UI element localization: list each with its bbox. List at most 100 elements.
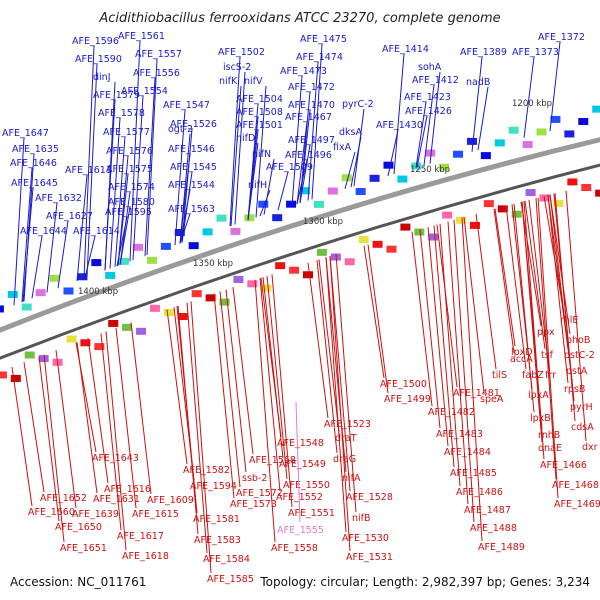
forward-label-leader xyxy=(263,158,275,215)
forward-gene-mark xyxy=(578,118,589,126)
forward-gene-mark xyxy=(160,242,171,250)
forward-gene-label: AFE_1575 xyxy=(106,164,153,175)
forward-label-leader xyxy=(423,84,435,166)
forward-gene-mark xyxy=(63,287,74,295)
reverse-label-leader xyxy=(535,198,557,480)
forward-label-leader xyxy=(299,144,311,204)
reverse-label-leader xyxy=(186,302,208,554)
forward-gene-label: AFE_1544 xyxy=(168,180,215,191)
reverse-gene-label: AFE_1482 xyxy=(428,407,475,418)
forward-label-leader xyxy=(296,121,308,205)
forward-label-leader xyxy=(429,71,441,164)
reverse-label-leader xyxy=(115,327,137,509)
forward-gene-label: nifN xyxy=(252,149,271,160)
forward-gene-mark xyxy=(230,227,241,235)
reverse-gene-mark xyxy=(136,327,147,335)
reverse-gene-label: AFE_1572 xyxy=(236,488,283,499)
reverse-gene-mark xyxy=(10,374,21,382)
forward-gene-label: AFE_1590 xyxy=(75,54,122,65)
forward-label-leader xyxy=(129,40,141,262)
reverse-label-leader xyxy=(316,259,338,454)
reverse-gene-label: speA xyxy=(480,394,504,405)
forward-label-leader xyxy=(132,95,144,261)
reverse-gene-label: AFE_1643 xyxy=(92,453,139,464)
reverse-label-leader xyxy=(475,213,497,370)
reverse-gene-label: rpsB xyxy=(564,384,585,395)
forward-gene-label: AFE_1561 xyxy=(118,31,165,42)
reverse-label-leader xyxy=(439,223,461,487)
reverse-gene-label: AFE_1483 xyxy=(436,429,483,440)
forward-gene-mark xyxy=(494,139,505,147)
forward-gene-label: AFE_1501 xyxy=(236,120,283,131)
reverse-gene-mark xyxy=(163,308,174,316)
forward-label-leader xyxy=(291,75,303,206)
reverse-gene-label: AFE_1631 xyxy=(93,494,140,505)
forward-gene-label: nifH xyxy=(248,180,267,191)
reverse-label-leader xyxy=(547,194,569,384)
reverse-label-leader xyxy=(259,278,281,492)
forward-gene-mark xyxy=(188,242,199,250)
forward-gene-label: AFE_1504 xyxy=(236,94,283,105)
reverse-label-leader xyxy=(11,366,33,507)
reverse-gene-label: AFE_1583 xyxy=(194,535,241,546)
forward-label-leader xyxy=(46,202,58,293)
forward-label-leader xyxy=(179,189,191,244)
forward-gene-label: ogt-2 xyxy=(168,124,193,135)
reverse-gene-label: AFE_1523 xyxy=(324,419,371,430)
reverse-gene-label: dnaE xyxy=(538,443,562,454)
forward-label-leader xyxy=(234,71,246,225)
forward-gene-label: AFE_1472 xyxy=(288,82,335,93)
forward-gene-label: nifD xyxy=(236,133,255,144)
forward-gene-label: AFE_1556 xyxy=(133,68,180,79)
forward-gene-label: AFE_1509 xyxy=(266,162,313,173)
forward-gene-mark xyxy=(522,141,533,149)
forward-gene-label: nifV xyxy=(244,76,263,87)
forward-gene-mark xyxy=(258,200,269,208)
accession-text: Accession: NC_011761 xyxy=(10,575,146,589)
forward-label-leader xyxy=(84,235,96,279)
forward-gene-label: AFE_1547 xyxy=(163,100,210,111)
forward-gene-label: AFE_1563 xyxy=(168,204,215,215)
forward-label-leader xyxy=(344,151,356,190)
reverse-gene-mark xyxy=(414,228,425,236)
genome-backbone-inner xyxy=(0,163,600,360)
reverse-gene-mark xyxy=(205,294,216,302)
reverse-gene-label: AFE_1485 xyxy=(450,468,497,479)
forward-label-leader xyxy=(311,43,323,200)
reverse-label-leader xyxy=(523,201,545,460)
feature-tracks xyxy=(0,105,600,382)
reverse-label-leader xyxy=(335,254,357,513)
reverse-gene-mark xyxy=(66,335,77,343)
reverse-gene-label: AFE_1469 xyxy=(554,499,600,510)
forward-label-leader xyxy=(277,171,289,211)
reverse-gene-label: dxr xyxy=(582,442,598,453)
forward-label-leader xyxy=(350,136,362,188)
reverse-gene-mark xyxy=(372,240,383,248)
reverse-gene-mark xyxy=(428,233,439,241)
forward-label-leader xyxy=(146,58,158,256)
map-title: Acidithiobacillus ferrooxidans ATCC 2327… xyxy=(98,11,500,26)
reverse-gene-label: AFE_1582 xyxy=(183,465,230,476)
reverse-label-leader xyxy=(419,229,441,429)
reverse-gene-label: AFE_1549 xyxy=(279,459,326,470)
reverse-gene-label: AFE_1651 xyxy=(60,543,107,554)
forward-label-leader xyxy=(86,63,98,278)
reverse-gene-label: AFE_1568 xyxy=(249,455,296,466)
reverse-label-leader xyxy=(177,305,199,535)
forward-gene-mark xyxy=(439,163,450,171)
reverse-label-leader xyxy=(565,190,587,442)
forward-gene-label: AFE_1576 xyxy=(106,146,153,157)
forward-gene-label: AFE_1647 xyxy=(2,128,49,139)
reverse-gene-mark xyxy=(191,290,202,298)
forward-gene-label: AFE_1546 xyxy=(168,144,215,155)
forward-gene-mark xyxy=(425,149,436,157)
forward-label-leader xyxy=(83,45,95,279)
forward-gene-label: AFE_1596 xyxy=(72,36,119,47)
reverse-gene-label: cdsA xyxy=(571,422,594,433)
forward-gene-label: AFE_1644 xyxy=(20,226,67,237)
forward-gene-label: AFE_1414 xyxy=(382,44,429,55)
forward-gene-label: AFE_1646 xyxy=(10,158,57,169)
reverse-label-leader xyxy=(219,291,241,488)
forward-gene-mark xyxy=(355,187,366,195)
reverse-gene-label: AFE_1584 xyxy=(203,554,250,565)
